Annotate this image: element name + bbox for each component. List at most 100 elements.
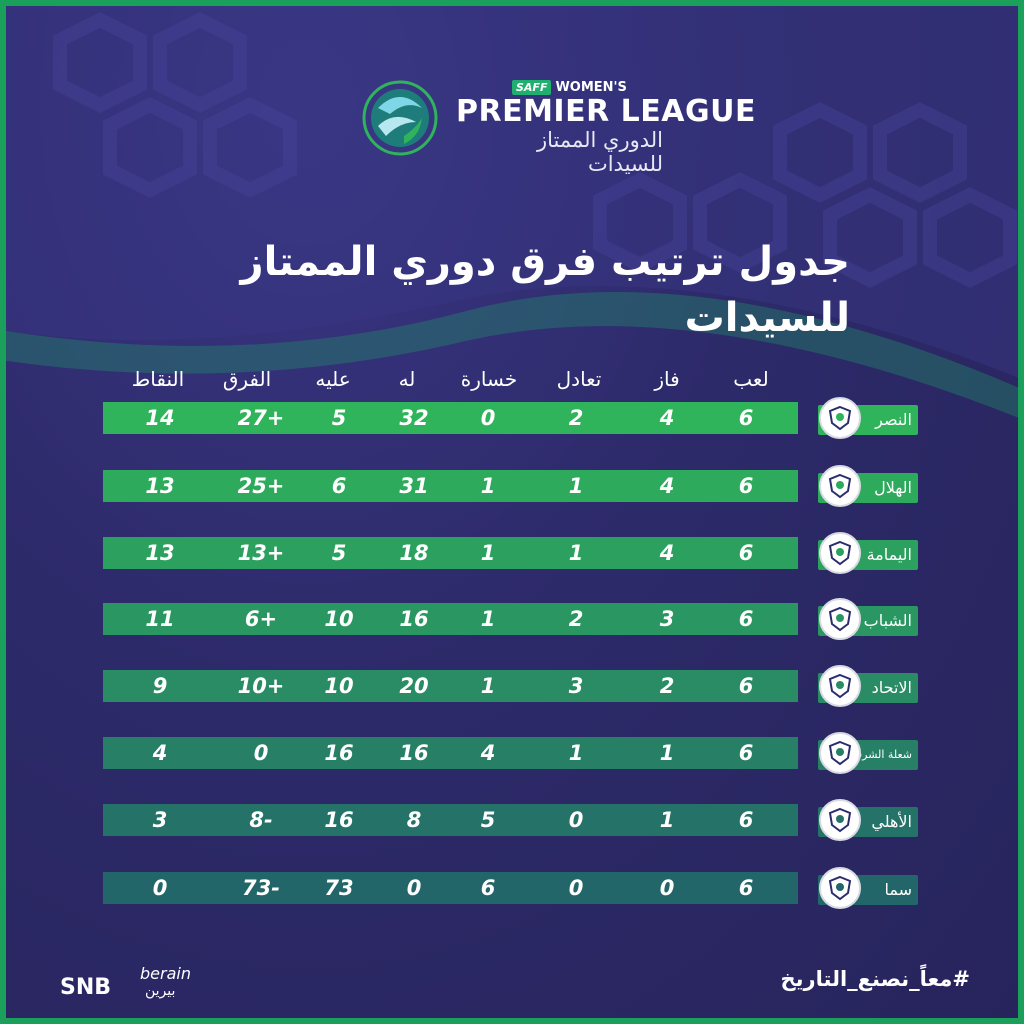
cell-goals-for: 31 bbox=[399, 474, 429, 498]
cell-lost: 4 bbox=[480, 741, 496, 765]
header-won: فاز bbox=[654, 367, 680, 391]
cell-lost: 1 bbox=[480, 674, 496, 698]
header-lost: خسارة bbox=[460, 367, 518, 391]
cell-won: 0 bbox=[659, 876, 675, 900]
saff-badge: SAFF bbox=[512, 79, 552, 95]
page-title: جدول ترتيب فرق دوري الممتاز للسيدات bbox=[240, 239, 850, 341]
team-crest-icon bbox=[819, 867, 861, 909]
cell-drawn: 0 bbox=[568, 808, 584, 832]
cell-points: 0 bbox=[152, 876, 168, 900]
cell-drawn: 1 bbox=[568, 474, 584, 498]
cell-won: 1 bbox=[659, 741, 675, 765]
cell-points: 11 bbox=[145, 607, 175, 631]
cell-drawn: 0 bbox=[568, 876, 584, 900]
cell-goals-against: 10 bbox=[324, 674, 354, 698]
cell-lost: 5 bbox=[480, 808, 496, 832]
cell-goal-diff: 6+ bbox=[244, 607, 278, 631]
team-crest-icon bbox=[819, 532, 861, 574]
cell-played: 6 bbox=[738, 741, 754, 765]
cell-goals-against: 73 bbox=[324, 876, 354, 900]
cell-points: 9 bbox=[152, 674, 168, 698]
cell-played: 6 bbox=[738, 876, 754, 900]
cell-played: 6 bbox=[738, 808, 754, 832]
cell-lost: 1 bbox=[480, 474, 496, 498]
team-crest-icon bbox=[819, 665, 861, 707]
cell-won: 4 bbox=[659, 541, 675, 565]
cell-played: 6 bbox=[738, 674, 754, 698]
cell-goal-diff: 13+ bbox=[237, 541, 285, 565]
header-goals-against: عليه bbox=[315, 367, 351, 391]
cell-goal-diff: 10+ bbox=[237, 674, 285, 698]
table-row: 6 1 1 4 16 16 0 4 bbox=[103, 737, 798, 769]
cell-drawn: 2 bbox=[568, 607, 584, 631]
table-row: 6 1 0 5 8 16 8- 3 bbox=[103, 804, 798, 836]
table-row: 6 0 0 6 0 73 73- 0 bbox=[103, 872, 798, 904]
cell-goals-against: 16 bbox=[324, 741, 354, 765]
cell-won: 3 bbox=[659, 607, 675, 631]
cell-goals-for: 20 bbox=[399, 674, 429, 698]
team-name: الاتحاد bbox=[871, 678, 912, 697]
header-goals-for: له bbox=[398, 367, 416, 391]
cell-drawn: 1 bbox=[568, 741, 584, 765]
sponsor-snb-logo: SNB bbox=[60, 975, 112, 1000]
cell-goals-for: 16 bbox=[399, 741, 429, 765]
cell-points: 14 bbox=[145, 406, 175, 430]
cell-lost: 1 bbox=[480, 607, 496, 631]
cell-won: 4 bbox=[659, 474, 675, 498]
cell-won: 1 bbox=[659, 808, 675, 832]
cell-goal-diff: 73- bbox=[242, 876, 280, 900]
cell-played: 6 bbox=[738, 607, 754, 631]
cell-won: 4 bbox=[659, 406, 675, 430]
cell-played: 6 bbox=[738, 406, 754, 430]
cell-drawn: 3 bbox=[568, 674, 584, 698]
team-crest-icon bbox=[819, 397, 861, 439]
cell-goals-against: 16 bbox=[324, 808, 354, 832]
cell-won: 2 bbox=[659, 674, 675, 698]
cell-goals-against: 6 bbox=[331, 474, 347, 498]
team-crest-icon bbox=[819, 465, 861, 507]
cell-points: 4 bbox=[152, 741, 168, 765]
sponsor-berain-logo: berain bbox=[140, 964, 191, 983]
hashtag: #معاً_نصنع_التاريخ bbox=[780, 967, 970, 991]
cell-goal-diff: 25+ bbox=[237, 474, 285, 498]
cell-goals-for: 0 bbox=[406, 876, 422, 900]
header-played: لعب bbox=[733, 367, 769, 391]
cell-goal-diff: 0 bbox=[253, 741, 269, 765]
team-crest-icon bbox=[819, 732, 861, 774]
cell-goal-diff: 27+ bbox=[237, 406, 285, 430]
cell-goals-against: 5 bbox=[331, 406, 347, 430]
cell-points: 13 bbox=[145, 474, 175, 498]
sponsor-berain-ar: بيرين bbox=[145, 983, 176, 999]
team-crest-icon bbox=[819, 799, 861, 841]
cell-played: 6 bbox=[738, 541, 754, 565]
team-name: شعلة الشرقية bbox=[847, 748, 912, 761]
cell-goals-for: 16 bbox=[399, 607, 429, 631]
cell-drawn: 1 bbox=[568, 541, 584, 565]
team-name: الشباب bbox=[863, 611, 912, 630]
cell-lost: 1 bbox=[480, 541, 496, 565]
womens-label: WOMEN'S bbox=[555, 79, 627, 95]
team-name: النصر bbox=[875, 410, 912, 429]
table-row: 6 4 1 1 18 5 13+ 13 bbox=[103, 537, 798, 569]
team-crest-icon bbox=[819, 598, 861, 640]
cell-drawn: 2 bbox=[568, 406, 584, 430]
cell-goals-against: 5 bbox=[331, 541, 347, 565]
table-row: 6 4 2 0 32 5 27+ 14 bbox=[103, 402, 798, 434]
team-name: الأهلي bbox=[871, 812, 912, 831]
brand-subtitle: SAFF WOMEN'S bbox=[512, 79, 627, 95]
team-name: سما bbox=[884, 880, 912, 899]
cell-goals-for: 8 bbox=[406, 808, 422, 832]
team-name: اليمامة bbox=[866, 545, 912, 564]
table-row: 6 2 3 1 20 10 10+ 9 bbox=[103, 670, 798, 702]
table-row: 6 4 1 1 31 6 25+ 13 bbox=[103, 470, 798, 502]
cell-lost: 0 bbox=[480, 406, 496, 430]
cell-points: 13 bbox=[145, 541, 175, 565]
header-drawn: تعادل bbox=[556, 367, 602, 391]
league-name-en: PREMIER LEAGUE bbox=[456, 94, 756, 129]
cell-goals-for: 18 bbox=[399, 541, 429, 565]
league-logo-icon bbox=[362, 80, 438, 156]
team-name: الهلال bbox=[874, 478, 912, 497]
cell-played: 6 bbox=[738, 474, 754, 498]
